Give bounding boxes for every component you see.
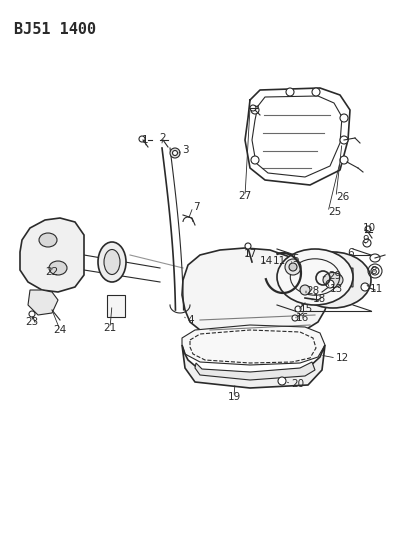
- Text: 13: 13: [330, 284, 343, 294]
- Text: 15: 15: [300, 304, 313, 314]
- Ellipse shape: [98, 242, 126, 282]
- Circle shape: [361, 283, 369, 291]
- Circle shape: [326, 280, 334, 288]
- Text: 1: 1: [142, 135, 148, 145]
- Text: 10: 10: [363, 223, 376, 233]
- Circle shape: [245, 243, 251, 249]
- Circle shape: [312, 88, 320, 96]
- Text: 2: 2: [160, 133, 166, 143]
- Text: 9: 9: [362, 235, 369, 245]
- Text: 8: 8: [370, 266, 377, 276]
- PathPatch shape: [195, 362, 315, 380]
- Text: 18: 18: [313, 294, 326, 304]
- Circle shape: [295, 306, 301, 312]
- Text: 5: 5: [292, 254, 298, 264]
- PathPatch shape: [182, 325, 325, 365]
- Ellipse shape: [323, 272, 343, 287]
- Text: BJ51 1400: BJ51 1400: [14, 22, 96, 37]
- Text: 24: 24: [53, 325, 66, 335]
- Ellipse shape: [277, 249, 353, 305]
- Text: 16: 16: [296, 313, 309, 323]
- Circle shape: [365, 226, 371, 232]
- Text: 21: 21: [103, 323, 117, 333]
- Ellipse shape: [104, 249, 120, 274]
- Circle shape: [285, 259, 301, 275]
- Text: 19: 19: [227, 392, 241, 402]
- Text: 25: 25: [328, 207, 341, 217]
- Circle shape: [289, 263, 297, 271]
- Text: 7: 7: [193, 202, 200, 212]
- PathPatch shape: [305, 263, 353, 287]
- Text: 14: 14: [260, 256, 273, 266]
- Text: 27: 27: [238, 191, 252, 201]
- Text: 28: 28: [306, 286, 319, 296]
- Text: 29: 29: [328, 271, 341, 281]
- PathPatch shape: [182, 248, 330, 340]
- Circle shape: [340, 156, 348, 164]
- Ellipse shape: [295, 252, 371, 308]
- Text: 11: 11: [273, 256, 286, 266]
- Ellipse shape: [39, 233, 57, 247]
- Circle shape: [170, 148, 180, 158]
- Text: 11: 11: [370, 284, 383, 294]
- Ellipse shape: [370, 254, 380, 262]
- Ellipse shape: [49, 261, 67, 275]
- Text: 3: 3: [182, 145, 189, 155]
- Circle shape: [286, 88, 294, 96]
- Circle shape: [29, 311, 35, 317]
- Text: 4: 4: [187, 315, 193, 325]
- Circle shape: [172, 150, 178, 156]
- Text: 12: 12: [336, 353, 349, 363]
- PathPatch shape: [182, 345, 325, 388]
- Circle shape: [292, 315, 298, 321]
- PathPatch shape: [20, 218, 84, 292]
- Text: 17: 17: [244, 249, 257, 259]
- PathPatch shape: [28, 290, 58, 315]
- Circle shape: [340, 136, 348, 144]
- Text: 26: 26: [336, 192, 349, 202]
- Circle shape: [300, 285, 310, 295]
- Text: 6: 6: [347, 248, 354, 258]
- Text: 20: 20: [291, 379, 304, 389]
- Circle shape: [278, 377, 286, 385]
- Circle shape: [251, 156, 259, 164]
- Text: 22: 22: [45, 267, 59, 277]
- Text: 23: 23: [25, 317, 39, 327]
- Circle shape: [251, 106, 259, 114]
- Circle shape: [250, 105, 256, 111]
- Circle shape: [340, 114, 348, 122]
- Bar: [107, 295, 125, 317]
